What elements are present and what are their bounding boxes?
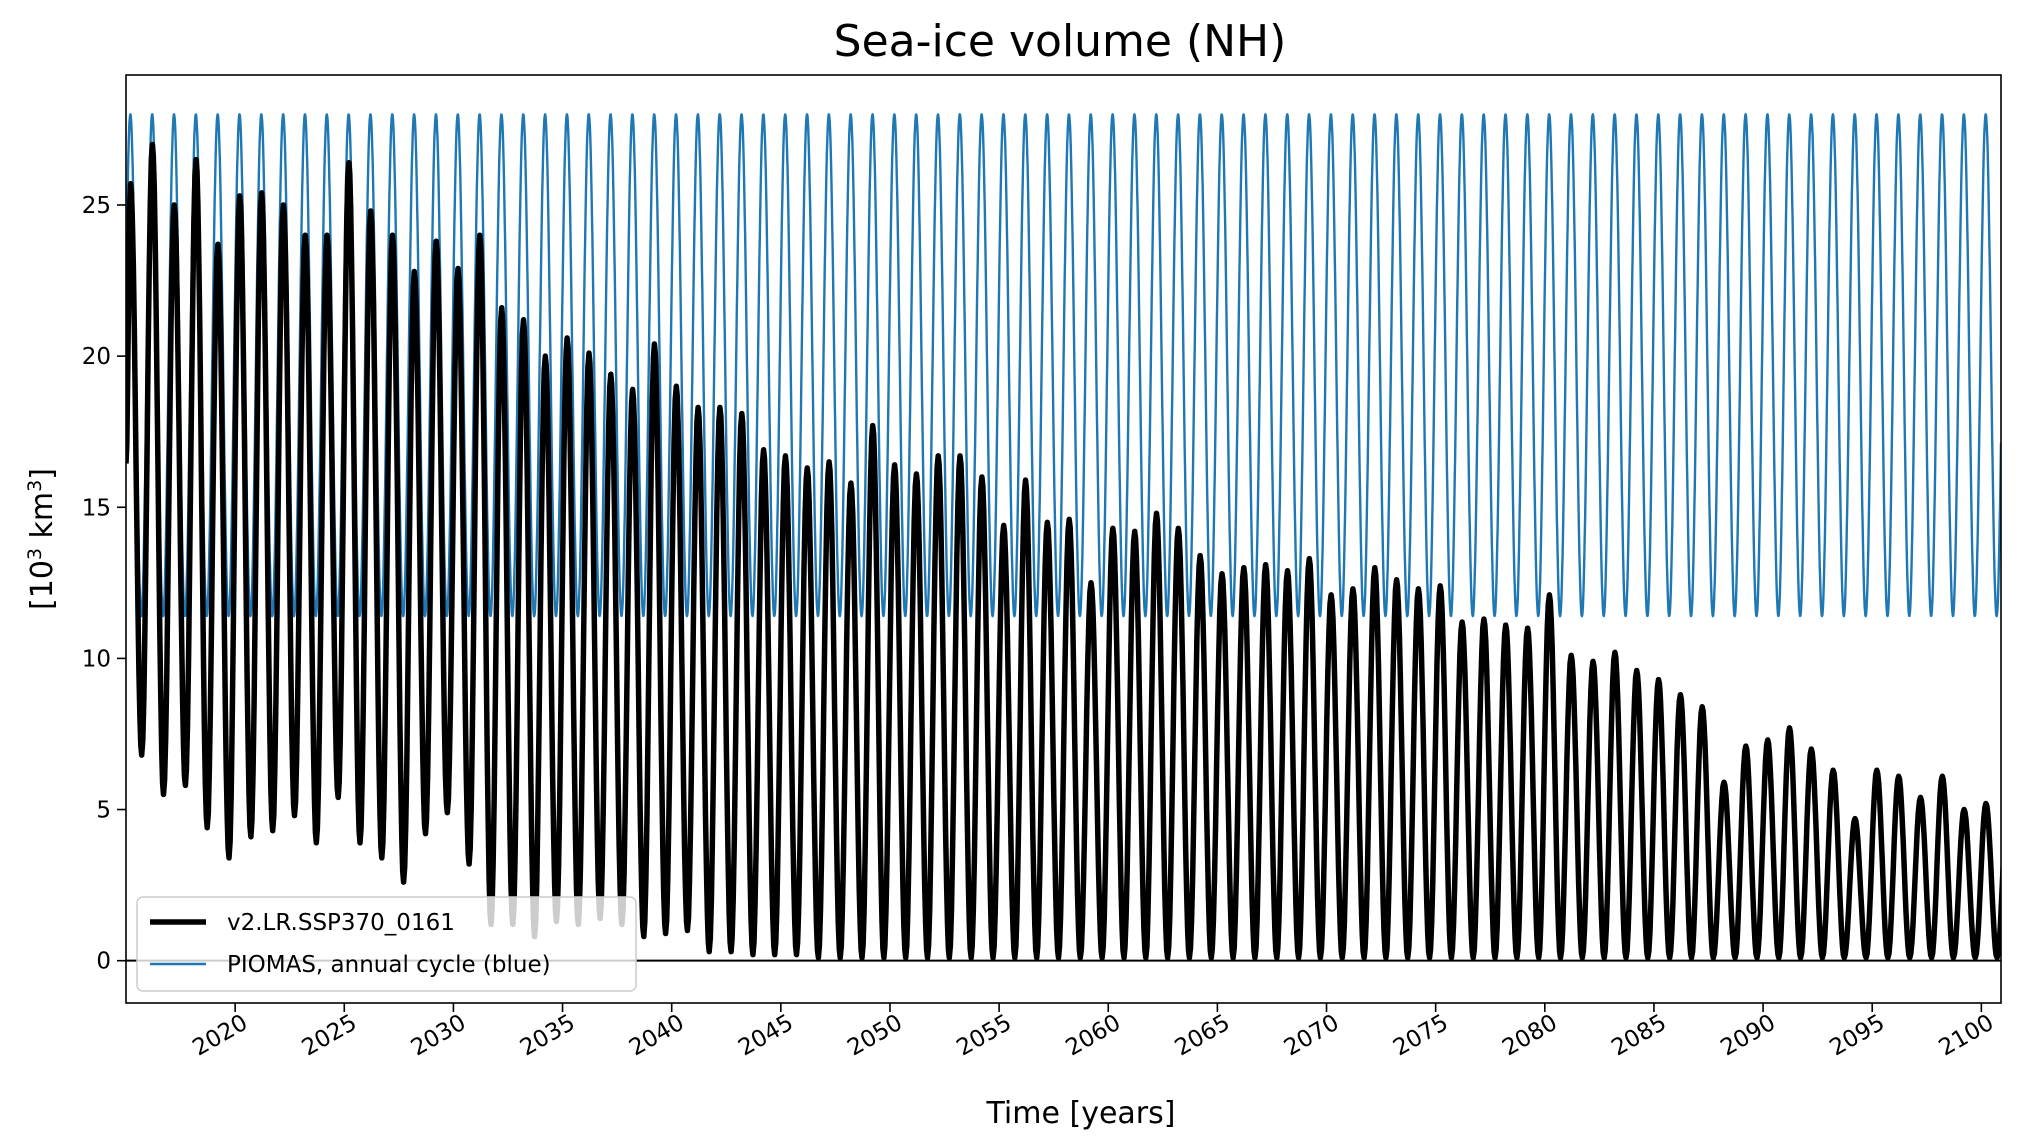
series-line-v2-lr-ssp370-0161 xyxy=(126,141,2001,961)
x-tick-label: 2075 xyxy=(1389,1010,1453,1062)
x-tick-label: 2090 xyxy=(1716,1010,1780,1062)
x-tick-label: 2070 xyxy=(1280,1010,1344,1062)
y-tick-label: 10 xyxy=(82,646,111,672)
x-tick-label: 2020 xyxy=(188,1010,252,1062)
x-tick-label: 2050 xyxy=(843,1010,907,1062)
y-tick-label: 0 xyxy=(96,949,111,975)
y-axis: 0 5 10 15 20 25 xyxy=(82,193,126,975)
x-tick-label: 2060 xyxy=(1062,1010,1126,1062)
series-line-piomas xyxy=(126,113,2001,618)
x-tick-label: 2040 xyxy=(625,1010,689,1062)
x-tick-label: 2065 xyxy=(1171,1010,1235,1062)
chart-title: Sea-ice volume (NH) xyxy=(834,16,1287,67)
x-tick-label: 2100 xyxy=(1935,1010,1999,1062)
x-tick-label: 2035 xyxy=(516,1010,580,1062)
x-axis-title: Time [years] xyxy=(986,1096,1176,1131)
x-tick-label: 2025 xyxy=(298,1010,362,1062)
x-tick-label: 2030 xyxy=(407,1010,471,1062)
y-tick-label: 15 xyxy=(82,495,111,521)
x-tick-label: 2080 xyxy=(1498,1010,1562,1062)
legend-label-v2-lr-ssp370-0161: v2.LR.SSP370_0161 xyxy=(227,910,455,936)
legend-label-piomas: PIOMAS, annual cycle (blue) xyxy=(227,952,551,978)
x-tick-label: 2045 xyxy=(734,1010,798,1062)
legend-box xyxy=(136,896,637,992)
x-tick-label: 2095 xyxy=(1826,1010,1890,1062)
y-tick-label: 25 xyxy=(82,193,111,219)
y-tick-label: 5 xyxy=(96,798,111,824)
plot-frame xyxy=(125,74,2002,1004)
x-tick-label: 2055 xyxy=(952,1010,1016,1062)
x-tick-label: 2085 xyxy=(1607,1010,1671,1062)
legend: v2.LR.SSP370_0161 PIOMAS, annual cycle (… xyxy=(136,896,637,992)
y-tick-label: 20 xyxy=(82,344,111,370)
x-axis: 2020 2025 2030 2035 2040 2045 2050 2055 2060 2065… xyxy=(188,1003,1998,1061)
y-axis-title: [103 km3] xyxy=(24,468,60,610)
